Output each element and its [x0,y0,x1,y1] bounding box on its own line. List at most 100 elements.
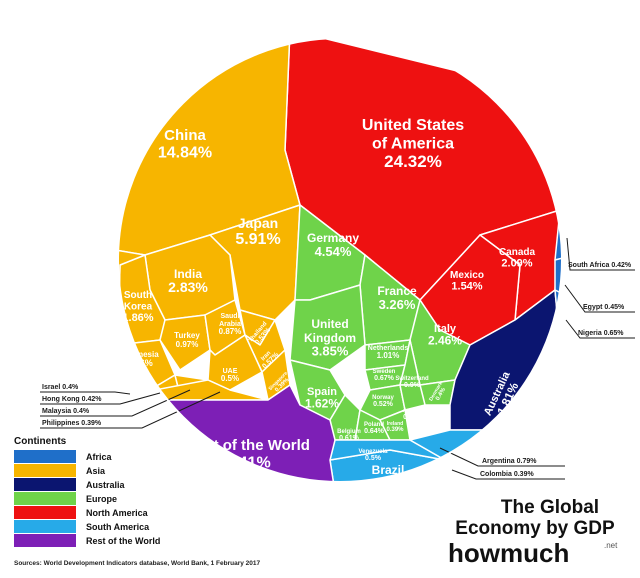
callout-egypt: Egypt 0.45% [564,284,635,313]
callout-nigeria: Nigeria 0.65% [565,319,635,339]
legend-label-africa: Africa [86,452,113,462]
callout-israel-line [40,391,131,395]
cell-russia [118,244,146,346]
label-brazil-value: 2.39% [370,476,407,491]
label-turkey-name-0: Turkey [174,331,200,340]
callout-malaysia: Malaysia 0.4% [40,389,191,417]
legend-item-north-america: North America [14,506,149,519]
label-netherlands-name-0: Netherlands [368,345,409,352]
label-mexico-name-0: Mexico [450,270,484,281]
legend: Continents Africa Asia Australia Europe Nort… [14,436,160,547]
legend-label-europe: Europe [86,494,117,504]
legend-swatch-north-america [14,506,76,519]
callout-philippines-line [40,391,221,429]
legend-swatch-south-america [14,520,76,533]
legend-swatch-rest-of-the-world [14,534,76,547]
callout-philippines-label: Philippines 0.39% [42,420,102,427]
callout-philippines: Philippines 0.39% [40,391,221,429]
legend-label-south-america: South America [86,522,150,532]
label-italy-value: 2.46% [428,334,462,348]
label-france-value: 3.26% [379,297,416,312]
label-norway-name-0: Norway [372,395,394,401]
label-india-name-0: India [174,267,202,281]
label-canada-name-0: Canada [499,247,536,258]
legend-label-asia: Asia [86,466,106,476]
callout-egypt-label: Egypt 0.45% [583,304,625,311]
label-united-states-of-america-name-1: of America [372,135,454,152]
source-note: Sources: World Development Indicators da… [14,560,260,567]
label-turkey-value: 0.97% [176,340,199,349]
cell-colombia [444,459,466,482]
callout-hong-kong-label: Hong Kong 0.42% [42,396,102,403]
label-china-name-0: China [164,127,206,144]
chart-title: The Global Economy by GDP [455,497,615,539]
legend-title: Continents [14,436,67,447]
label-france-name-0: France [377,284,417,298]
label-brazil-name-0: Brazil [372,463,405,477]
callout-hong-kong: Hong Kong 0.42% [40,392,161,405]
callout-colombia-label: Colombia 0.39% [480,471,534,478]
label-spain-value: 1.62% [305,397,339,411]
label-india-value: 2.83% [168,279,208,295]
label-russia-value: 1.8% [91,277,112,287]
callout-south-africa-label: South Africa 0.42% [568,262,632,269]
label-austria-name-0: Austria [403,408,424,414]
label-belgium-value: 0.61% [339,435,360,442]
label-indonesia-value: 1.16% [127,358,153,368]
chart-callouts: South Africa 0.42% Egypt 0.45% Nigeria 0.6… [40,237,635,480]
callout-nigeria-line [565,319,635,339]
legend-item-australia: Australia [14,478,126,491]
label-south-korea-name-0: South [124,290,152,301]
label-switzerland-value: 0.9% [404,382,421,389]
label-uae-name-0: UAE [223,368,238,375]
label-japan-name-0: Japan [238,215,278,231]
label-venezuela-name-0: Venezuela [358,449,388,455]
label-netherlands-value: 1.01% [377,351,400,360]
callout-argentina-line [439,447,565,467]
label-belgium-name-0: Belgium [337,429,361,435]
chart-title-line-2: Economy by GDP [455,518,615,539]
label-mexico-value: 1.54% [451,281,482,293]
brand-name: howmuch [448,538,569,568]
label-poland-value: 0.64% [364,428,385,435]
label-russia-name-0: Russia [88,269,115,278]
callout-colombia-line [451,469,565,480]
callout-israel: Israel 0.4% [40,384,131,395]
label-canada-value: 2.09% [501,258,532,270]
callout-hong-kong-line [40,392,161,405]
label-sweden-value: 0.67% [374,375,395,382]
legend-swatch-africa [14,450,76,463]
label-south-korea-name-1: Korea [124,302,153,313]
callout-colombia: Colombia 0.39% [451,469,565,480]
callout-malaysia-line [40,389,191,417]
label-spain-name-0: Spain [307,386,337,398]
label-united-states-of-america-value: 24.32% [384,152,442,171]
callout-argentina: Argentina 0.79% [439,447,565,467]
cell-austria [399,384,426,411]
callout-south-africa-line [566,237,635,271]
label-japan-value: 5.91% [235,231,280,248]
label-venezuela-value: 0.5% [365,455,382,462]
label-saudi-arabia-value: 0.87% [219,327,242,336]
chart-title-line-1: The Global [501,497,599,518]
label-rest-of-the-world-name-0: Rest of the World [186,437,310,454]
callout-egypt-line [564,284,635,313]
label-united-states-of-america-name-0: United States [362,117,464,134]
label-saudi-arabia-name-1: Arabia [219,321,241,328]
legend-item-africa: Africa [14,450,113,463]
label-switzerland-name-0: Switzerland [395,376,429,382]
